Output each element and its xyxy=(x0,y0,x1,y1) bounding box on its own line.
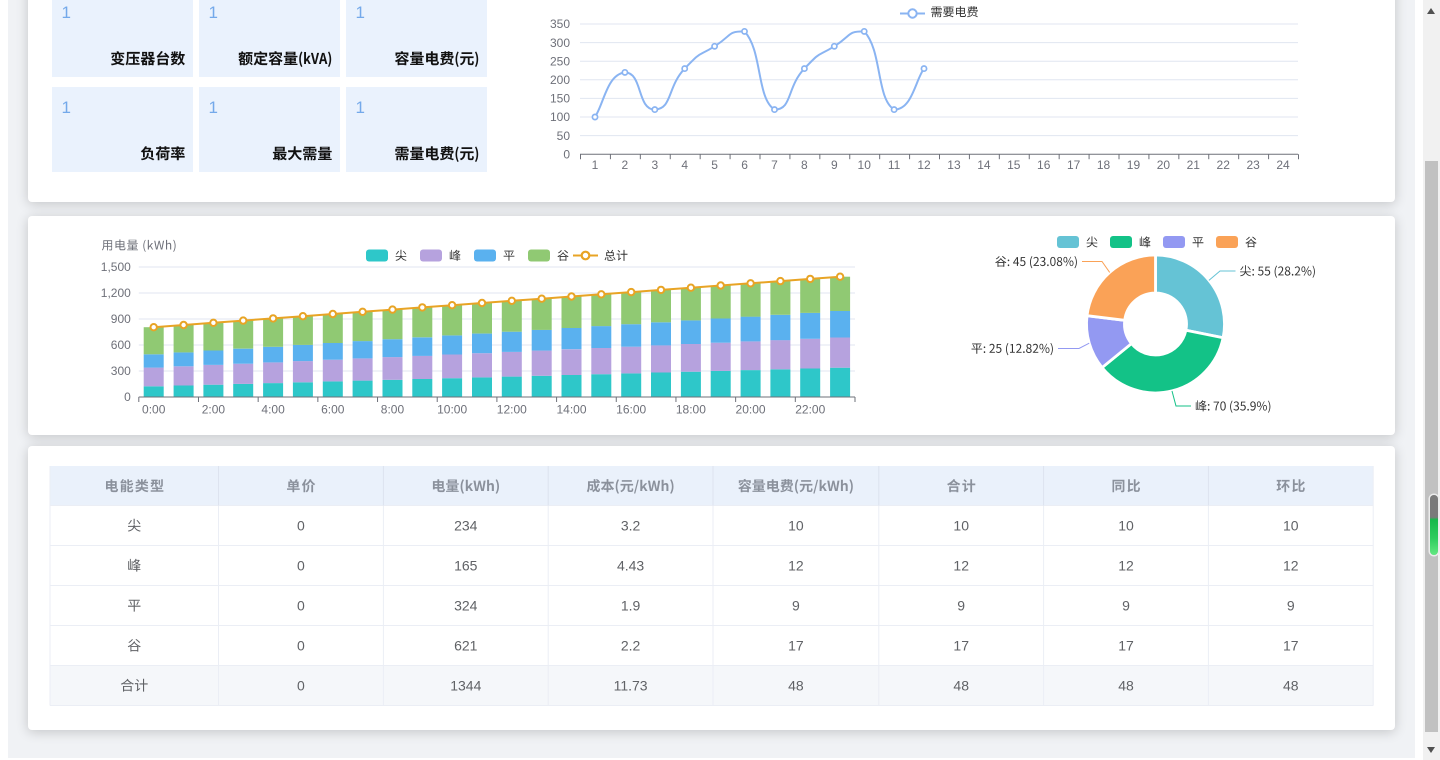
svg-text:14: 14 xyxy=(977,158,991,172)
svg-text:20:00: 20:00 xyxy=(736,402,766,416)
svg-text:300: 300 xyxy=(550,36,570,50)
svg-text:300: 300 xyxy=(111,364,131,378)
svg-text:23: 23 xyxy=(1246,158,1260,172)
svg-text:15: 15 xyxy=(1007,158,1021,172)
svg-text:2: 2 xyxy=(622,158,629,172)
svg-text:10:00: 10:00 xyxy=(437,402,467,416)
svg-text:48: 48 xyxy=(1283,678,1299,694)
svg-text:1,200: 1,200 xyxy=(101,286,131,300)
svg-text:9: 9 xyxy=(792,598,800,614)
svg-text:250: 250 xyxy=(550,54,570,68)
svg-text:4:00: 4:00 xyxy=(261,402,285,416)
svg-text:11.73: 11.73 xyxy=(614,678,648,694)
svg-text:350: 350 xyxy=(550,17,570,31)
svg-text:48: 48 xyxy=(953,678,969,694)
svg-text:18: 18 xyxy=(1097,158,1111,172)
svg-text:48: 48 xyxy=(1118,678,1134,694)
svg-text:621: 621 xyxy=(454,638,478,654)
svg-text:0: 0 xyxy=(297,638,305,654)
svg-text:12: 12 xyxy=(1283,558,1299,574)
svg-text:10: 10 xyxy=(1283,518,1299,534)
svg-text:24: 24 xyxy=(1276,158,1290,172)
svg-text:16:00: 16:00 xyxy=(616,402,646,416)
svg-text:21: 21 xyxy=(1187,158,1201,172)
svg-text:234: 234 xyxy=(454,518,478,534)
svg-text:1: 1 xyxy=(356,98,365,117)
svg-text:1: 1 xyxy=(209,98,218,117)
svg-text:17: 17 xyxy=(953,638,969,654)
svg-text:2:00: 2:00 xyxy=(202,402,226,416)
svg-text:17: 17 xyxy=(1283,638,1299,654)
svg-text:12:00: 12:00 xyxy=(497,402,527,416)
svg-text:600: 600 xyxy=(111,338,131,352)
svg-text:1: 1 xyxy=(209,3,218,22)
svg-text:10: 10 xyxy=(858,158,872,172)
svg-text:0: 0 xyxy=(297,598,305,614)
svg-text:8: 8 xyxy=(801,158,808,172)
svg-text:10: 10 xyxy=(788,518,804,534)
svg-text:1: 1 xyxy=(356,3,365,22)
svg-text:12: 12 xyxy=(788,558,804,574)
svg-text:200: 200 xyxy=(550,73,570,87)
svg-text:7: 7 xyxy=(771,158,778,172)
svg-text:8:00: 8:00 xyxy=(381,402,405,416)
svg-text:17: 17 xyxy=(1067,158,1081,172)
svg-text:4.43: 4.43 xyxy=(617,558,644,574)
svg-text:1: 1 xyxy=(592,158,599,172)
svg-text:100: 100 xyxy=(550,110,570,124)
svg-text:1: 1 xyxy=(62,98,71,117)
svg-text:1.9: 1.9 xyxy=(621,598,641,614)
svg-text:2.2: 2.2 xyxy=(621,638,641,654)
svg-text:3.2: 3.2 xyxy=(621,518,641,534)
svg-text:1,500: 1,500 xyxy=(101,260,131,274)
svg-text:22: 22 xyxy=(1217,158,1231,172)
svg-text:14:00: 14:00 xyxy=(556,402,586,416)
svg-text:9: 9 xyxy=(1287,598,1295,614)
svg-text:17: 17 xyxy=(788,638,804,654)
svg-text:13: 13 xyxy=(947,158,961,172)
svg-text:12: 12 xyxy=(953,558,969,574)
svg-text:3: 3 xyxy=(651,158,658,172)
svg-text:18:00: 18:00 xyxy=(676,402,706,416)
svg-text:11: 11 xyxy=(888,158,901,172)
svg-text:4: 4 xyxy=(681,158,688,172)
svg-text:0: 0 xyxy=(563,147,570,161)
svg-text:6:00: 6:00 xyxy=(321,402,345,416)
svg-text:19: 19 xyxy=(1127,158,1141,172)
svg-text:50: 50 xyxy=(557,129,571,143)
svg-text:0:00: 0:00 xyxy=(142,402,166,416)
svg-text:6: 6 xyxy=(741,158,748,172)
svg-text:12: 12 xyxy=(917,158,931,172)
svg-text:1344: 1344 xyxy=(450,678,481,694)
svg-text:150: 150 xyxy=(550,92,570,106)
svg-text:48: 48 xyxy=(788,678,804,694)
svg-text:165: 165 xyxy=(454,558,478,574)
svg-text:16: 16 xyxy=(1037,158,1051,172)
svg-text:20: 20 xyxy=(1157,158,1171,172)
svg-text:9: 9 xyxy=(957,598,965,614)
svg-text:0: 0 xyxy=(124,390,131,404)
svg-text:324: 324 xyxy=(454,598,478,614)
svg-text:0: 0 xyxy=(297,518,305,534)
svg-text:0: 0 xyxy=(297,558,305,574)
svg-text:17: 17 xyxy=(1118,638,1134,654)
svg-text:900: 900 xyxy=(111,312,131,326)
svg-text:0: 0 xyxy=(297,678,305,694)
svg-text:22:00: 22:00 xyxy=(795,402,825,416)
svg-text:10: 10 xyxy=(1118,518,1134,534)
svg-text:5: 5 xyxy=(711,158,718,172)
svg-text:9: 9 xyxy=(831,158,838,172)
svg-text:10: 10 xyxy=(953,518,969,534)
svg-text:12: 12 xyxy=(1118,558,1134,574)
svg-text:9: 9 xyxy=(1122,598,1130,614)
svg-text:1: 1 xyxy=(62,3,71,22)
